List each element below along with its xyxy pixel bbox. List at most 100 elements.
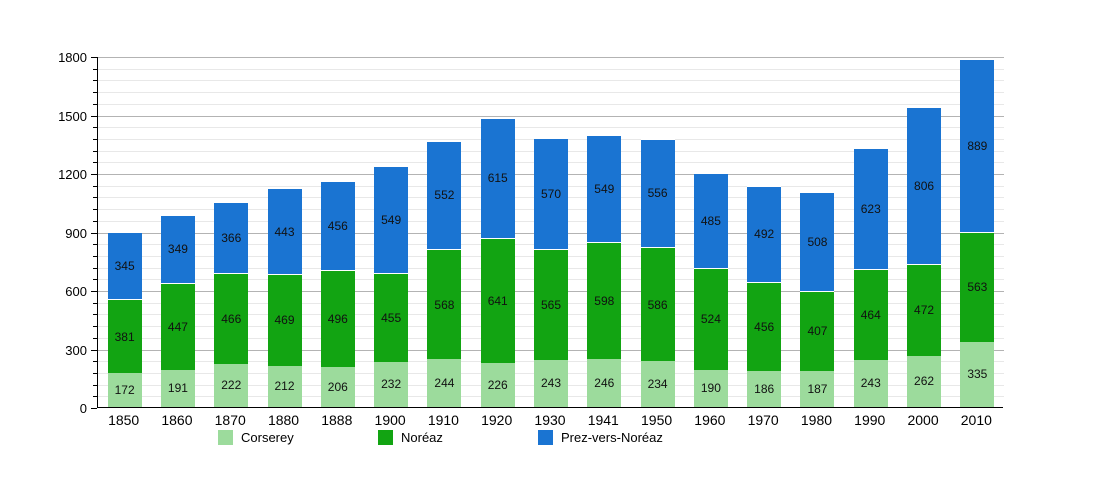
bar-segment-prez-vers-nor-az: 556 <box>640 138 675 248</box>
bar-value-label: 187 <box>807 381 828 396</box>
bar-segment-corserey: 212 <box>267 365 302 407</box>
y-tick-minor <box>93 314 97 316</box>
bar-value-label: 456 <box>327 219 348 234</box>
bar-value-label: 456 <box>754 319 775 334</box>
bar-segment-corserey: 262 <box>907 355 942 407</box>
x-axis-tick-label: 1880 <box>267 412 300 428</box>
bar-segment-nor-az: 641 <box>480 237 515 363</box>
y-tick-minor <box>93 80 97 82</box>
bar-segment-nor-az: 563 <box>960 231 995 342</box>
legend-item-prez-vers-nor-az: Prez-vers-Noréaz <box>538 430 663 445</box>
y-tick-minor <box>93 138 97 140</box>
bar-segment-prez-vers-nor-az: 552 <box>427 141 462 249</box>
y-tick-major <box>91 408 97 409</box>
bar-segment-prez-vers-nor-az: 549 <box>587 135 622 243</box>
x-axis-tick-label: 1960 <box>694 412 726 428</box>
y-axis-tick-label: 1200 <box>58 167 87 182</box>
bar-value-label: 191 <box>167 381 188 396</box>
legend-label: Prez-vers-Noréaz <box>561 430 663 445</box>
y-axis-tick-label: 900 <box>65 225 87 241</box>
x-axis-tick-label: 1870 <box>214 412 246 428</box>
bar-value-label: 172 <box>114 383 135 398</box>
bar-segment-nor-az: 407 <box>800 291 835 371</box>
plot-area: 172 381 345 191 447 349 222 466 366 212 469 443 206 4… <box>97 57 1004 408</box>
bar-value-label: 222 <box>221 378 242 393</box>
bar-segment-corserey: 226 <box>480 362 515 407</box>
bar-value-label: 335 <box>967 367 988 382</box>
bar-value-label: 552 <box>434 188 455 203</box>
x-axis-tick-label: 2000 <box>907 412 939 428</box>
bar-segment-corserey: 232 <box>374 361 409 407</box>
y-tick-minor <box>93 255 97 257</box>
y-tick-minor <box>93 337 97 339</box>
gridline-minor <box>98 92 1004 94</box>
bar-value-label: 496 <box>327 311 348 326</box>
bar-segment-prez-vers-nor-az: 623 <box>853 147 888 270</box>
bar-value-label: 889 <box>967 138 988 153</box>
x-axis-tick-label: 1990 <box>854 412 886 428</box>
y-tick-minor <box>93 396 97 398</box>
bar-segment-prez-vers-nor-az: 345 <box>107 231 142 300</box>
x-axis-tick-label: 1888 <box>321 412 353 428</box>
bar-group-1960: 190 524 485 <box>693 173 728 407</box>
bar-segment-nor-az: 469 <box>267 274 302 366</box>
bar-segment-prez-vers-nor-az: 806 <box>907 106 942 264</box>
bar-group-1850: 172 381 345 <box>107 231 142 407</box>
bar-segment-nor-az: 568 <box>427 248 462 360</box>
y-tick-major <box>91 115 97 117</box>
y-tick-minor <box>93 361 97 363</box>
x-axis-tick-label: 1910 <box>427 412 459 428</box>
bar-segment-nor-az: 524 <box>693 267 728 370</box>
bar-segment-nor-az: 472 <box>907 263 942 356</box>
legend-swatch <box>538 430 553 445</box>
bar-value-label: 492 <box>754 227 775 242</box>
bar-group-1880: 212 469 443 <box>267 187 302 407</box>
legend-label: Corserey <box>241 430 294 445</box>
y-tick-minor <box>93 185 97 187</box>
bar-value-label: 556 <box>647 186 668 201</box>
x-axis-tick-label: 1850 <box>108 412 140 428</box>
y-tick-minor <box>93 197 97 199</box>
bar-value-label: 186 <box>754 381 775 396</box>
bar-group-1888: 206 496 456 <box>320 181 355 407</box>
y-tick-minor <box>93 220 97 222</box>
y-axis-tick-label: 1800 <box>58 50 87 65</box>
bar-value-label: 366 <box>221 230 242 245</box>
y-tick-minor <box>93 244 97 246</box>
gridline-minor <box>98 80 1004 82</box>
bar-value-label: 466 <box>221 311 242 326</box>
bar-value-label: 623 <box>860 201 881 216</box>
bar-segment-prez-vers-nor-az: 443 <box>267 187 302 275</box>
bar-value-label: 464 <box>860 307 881 322</box>
x-axis-tick-label: 1941 <box>587 412 619 428</box>
bar-value-label: 485 <box>700 214 721 228</box>
bar-value-label: 565 <box>540 298 562 313</box>
bar-value-label: 234 <box>647 377 668 392</box>
bar-value-label: 226 <box>487 377 508 392</box>
bar-value-label: 243 <box>540 376 562 391</box>
y-axis-tick-label: 300 <box>65 342 87 358</box>
bar-value-label: 345 <box>114 259 135 274</box>
bar-segment-corserey: 234 <box>640 361 675 407</box>
bar-segment-corserey: 186 <box>747 370 782 407</box>
y-axis-tick-label: 0 <box>79 401 87 416</box>
x-axis-tick-label: 2010 <box>960 412 992 428</box>
bar-value-label: 443 <box>274 224 295 239</box>
y-tick-major <box>91 291 97 292</box>
bar-value-label: 615 <box>487 171 508 186</box>
legend-label: Noréaz <box>401 430 443 445</box>
legend-swatch <box>378 430 393 445</box>
bar-value-label: 524 <box>700 312 721 327</box>
bar-value-label: 472 <box>914 303 935 318</box>
bar-segment-corserey: 243 <box>853 359 888 407</box>
bar-segment-corserey: 191 <box>160 369 195 407</box>
bar-value-label: 508 <box>807 235 828 250</box>
bar-group-1910: 244 568 552 <box>427 141 462 407</box>
bar-segment-prez-vers-nor-az: 349 <box>160 214 195 283</box>
bar-value-label: 570 <box>540 187 562 202</box>
x-axis-tick-label: 1930 <box>534 412 566 428</box>
bar-group-1920: 226 641 615 <box>480 118 515 407</box>
bar-segment-prez-vers-nor-az: 485 <box>693 173 728 268</box>
bar-segment-nor-az: 466 <box>214 272 249 364</box>
